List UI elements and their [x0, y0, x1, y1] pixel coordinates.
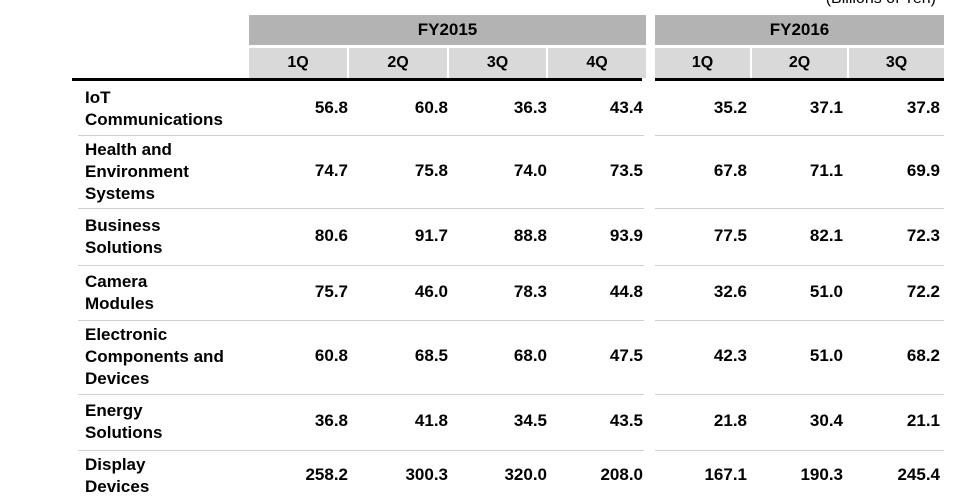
- row-label: Display Devices: [85, 454, 149, 498]
- row-label-line: Devices: [85, 476, 150, 496]
- row-divider: [78, 320, 644, 321]
- table-cell-value: 68.5: [414, 346, 448, 365]
- table-cell-value: 41.8: [414, 411, 448, 430]
- table-cell-value: 30.4: [809, 411, 843, 430]
- row-label: Camera Modules: [85, 271, 154, 315]
- row-divider: [78, 135, 644, 136]
- row-label: Energy Solutions: [85, 400, 162, 444]
- table-cell-value: 37.8: [906, 97, 940, 117]
- table-cell-value: 36.8: [314, 411, 348, 430]
- table-cell-value: 77.5: [713, 225, 747, 245]
- table-cell-value: 32.6: [713, 281, 747, 301]
- row-divider: [78, 394, 644, 395]
- table-cell-value: 73.5: [609, 160, 643, 180]
- fy2016-header: FY2016: [655, 15, 944, 45]
- table-cell-value: 69.9: [906, 160, 940, 180]
- table-cell-value: 37.1: [809, 97, 843, 117]
- row-label: Electronic Components and Devices: [85, 324, 224, 390]
- row-divider: [655, 208, 944, 209]
- row-label-line: Camera: [85, 271, 148, 291]
- table-cell-value: 82.1: [809, 225, 843, 245]
- table-cell-value: 71.1: [809, 160, 843, 180]
- table-cell-value: 51.0: [809, 346, 843, 365]
- row-label-line: Health and: [85, 139, 172, 159]
- row-label-line: Modules: [85, 293, 154, 313]
- table-cell-value: 74.0: [513, 160, 547, 180]
- table-cell-value: 47.5: [609, 346, 643, 365]
- table-cell-value: 35.2: [713, 97, 747, 117]
- table-cell-value: 60.8: [314, 346, 348, 365]
- row-label: Business Solutions: [85, 215, 162, 259]
- table-cell-value: 190.3: [800, 464, 843, 484]
- header-rule-right: [655, 78, 944, 81]
- row-divider: [655, 265, 944, 266]
- table-cell-value: 21.1: [906, 411, 940, 430]
- quarter-header: 1Q: [249, 48, 347, 78]
- table-cell-value: 78.3: [513, 281, 547, 301]
- row-divider: [655, 450, 944, 451]
- table-cell-value: 36.3: [513, 97, 547, 117]
- row-label-line: Solutions: [85, 423, 163, 442]
- table-cell-value: 72.3: [906, 225, 940, 245]
- quarter-header: 3Q: [849, 48, 944, 78]
- table-cell-value: 56.8: [314, 97, 348, 117]
- quarter-header: 2Q: [349, 48, 447, 78]
- table-cell-value: 75.8: [414, 160, 448, 180]
- table-cell-value: 68.0: [513, 346, 547, 365]
- row-label-line: Communications: [85, 109, 223, 129]
- row-label-line: Components and: [85, 347, 224, 366]
- table-cell-value: 43.4: [609, 97, 643, 117]
- row-divider: [78, 208, 644, 209]
- table-cell-value: 74.7: [314, 160, 348, 180]
- row-divider: [78, 265, 644, 266]
- row-label-line: Systems: [85, 183, 155, 203]
- row-label-line: Devices: [85, 369, 150, 388]
- table-cell-value: 72.2: [906, 281, 940, 301]
- row-divider: [655, 394, 944, 395]
- table-cell-value: 300.3: [405, 464, 448, 484]
- row-label: Health and Environment Systems: [85, 139, 189, 205]
- table-cell-value: 34.5: [513, 411, 547, 430]
- table-cell-value: 80.6: [314, 225, 348, 245]
- table-cell-value: 93.9: [609, 225, 643, 245]
- table-cell-value: 21.8: [713, 411, 747, 430]
- row-label-line: Electronic: [85, 325, 168, 344]
- row-divider: [78, 450, 644, 451]
- unit-label: (Billions of Yen): [826, 0, 936, 8]
- table-cell-value: 60.8: [414, 97, 448, 117]
- table-cell-value: 43.5: [609, 411, 643, 430]
- quarter-header: 4Q: [548, 48, 646, 78]
- row-label-line: IoT: [85, 87, 111, 107]
- table-cell-value: 88.8: [513, 225, 547, 245]
- table-cell-value: 91.7: [414, 225, 448, 245]
- table-cell-value: 167.1: [704, 464, 747, 484]
- table-cell-value: 320.0: [504, 464, 547, 484]
- table-cell-value: 75.7: [314, 281, 348, 301]
- quarter-header: 3Q: [449, 48, 546, 78]
- row-label-line: Display: [85, 454, 146, 474]
- table-cell-value: 42.3: [713, 346, 747, 365]
- table-cell-value: 258.2: [305, 464, 348, 484]
- table-cell-value: 67.8: [713, 160, 747, 180]
- fy2015-header: FY2015: [249, 15, 646, 45]
- table-cell-value: 68.2: [906, 346, 940, 365]
- row-divider: [655, 135, 944, 136]
- table-cell-value: 46.0: [414, 281, 448, 301]
- table-cell-value: 44.8: [609, 281, 643, 301]
- row-label-line: Solutions: [85, 237, 163, 257]
- table-cell-value: 51.0: [809, 281, 843, 301]
- header-rule-left: [72, 78, 642, 81]
- row-label: IoT Communications: [85, 87, 223, 131]
- row-label-line: Environment: [85, 161, 189, 181]
- row-divider: [655, 320, 944, 321]
- row-label-line: Energy: [85, 401, 143, 420]
- table-cell-value: 245.4: [897, 464, 940, 484]
- row-label-line: Business: [85, 215, 161, 235]
- quarter-header: 1Q: [655, 48, 750, 78]
- table-cell-value: 208.0: [600, 464, 643, 484]
- quarter-header: 2Q: [752, 48, 847, 78]
